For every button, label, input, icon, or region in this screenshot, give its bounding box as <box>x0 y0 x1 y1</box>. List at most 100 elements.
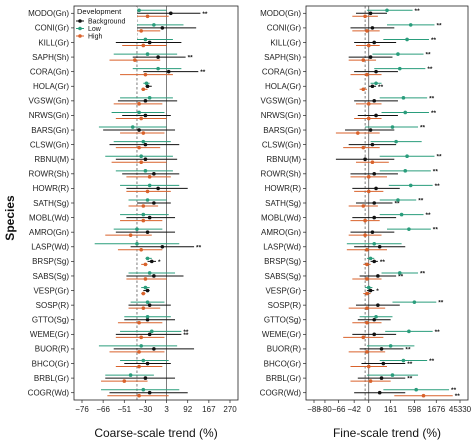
point-estimate <box>143 376 148 380</box>
point-estimate <box>128 233 133 237</box>
point-estimate <box>143 113 148 118</box>
point-estimate <box>141 87 146 92</box>
point-estimate <box>374 81 378 86</box>
point-estimate <box>139 160 143 165</box>
significance-label: ** <box>455 393 461 400</box>
point-estimate <box>145 52 150 56</box>
point-estimate <box>374 113 378 118</box>
point-estimate <box>366 285 371 290</box>
x-tick-label: −30 <box>139 405 153 414</box>
y-tick-label: BRBL(Gr) <box>266 374 301 383</box>
point-estimate <box>372 215 377 220</box>
significance-label: ** <box>431 110 437 117</box>
significance-label: ** <box>438 300 444 307</box>
point-estimate <box>368 288 373 293</box>
point-estimate <box>139 116 143 121</box>
point-estimate <box>141 131 146 135</box>
point-estimate <box>147 40 152 45</box>
x-tick-label: 0 <box>367 405 372 414</box>
y-tick-label: BARS(Gn) <box>31 126 69 135</box>
y-tick-label: MODO(Gn) <box>28 9 69 18</box>
x-tick-label: 167 <box>202 405 216 414</box>
y-tick-label: BRBL(Gr) <box>34 374 69 383</box>
point-estimate <box>141 212 146 217</box>
point-estimate <box>372 241 377 246</box>
point-estimate <box>141 387 146 392</box>
point-estimate <box>366 175 371 179</box>
y-tick-label: GTTO(Sg) <box>264 316 302 325</box>
y-tick-label: WEME(Gr) <box>262 330 301 339</box>
point-estimate <box>396 198 400 202</box>
point-estimate <box>137 364 141 369</box>
y-tick-label: MOBL(Wd) <box>261 213 301 222</box>
y-tick-label: CORA(Gn) <box>30 67 69 76</box>
y-tick-label: CLSW(Gn) <box>30 140 69 149</box>
point-estimate <box>145 84 150 89</box>
point-estimate <box>399 212 404 217</box>
significance-label: ** <box>415 8 421 15</box>
point-estimate <box>156 66 160 71</box>
point-estimate <box>366 189 371 194</box>
significance-label: ** <box>426 52 432 59</box>
point-estimate <box>379 376 384 380</box>
point-estimate <box>145 361 150 366</box>
y-tick-label: AMRO(Gn) <box>261 228 301 237</box>
point-estimate <box>139 29 143 33</box>
point-estimate <box>122 379 127 383</box>
point-estimate <box>377 244 382 249</box>
point-estimate <box>390 125 395 129</box>
significance-label: ** <box>427 66 433 73</box>
significance-label: ** <box>435 329 441 336</box>
point-estimate <box>152 23 156 27</box>
point-estimate <box>374 69 378 74</box>
y-tick-label: MOBL(Wd) <box>29 213 69 222</box>
point-estimate <box>141 204 146 208</box>
point-estimate <box>381 361 386 366</box>
point-estimate <box>379 347 384 351</box>
point-estimate <box>365 29 369 33</box>
point-estimate <box>372 99 377 103</box>
point-estimate <box>366 43 371 48</box>
point-estimate <box>152 347 156 351</box>
panel-coarse: ************* MODO(Gn)CONI(Gr)KILL(Gr)SA… <box>28 5 239 440</box>
point-estimate <box>128 373 133 377</box>
x-tick-label: −80 <box>318 405 332 414</box>
y-tick-label: LASP(Wd) <box>31 243 69 252</box>
y-tick-label: SABS(Sg) <box>33 272 70 281</box>
point-estimate <box>141 43 146 48</box>
y-tick-label: MODO(Gn) <box>260 9 301 18</box>
y-tick-label: HOLA(Gr) <box>33 82 69 91</box>
point-estimate <box>147 96 152 100</box>
y-tick-label: SAPH(Sh) <box>264 53 301 62</box>
point-estimate <box>169 11 173 16</box>
point-estimate <box>394 139 398 144</box>
y-tick-label: RBNU(M) <box>266 155 301 164</box>
y-tick-label: BRSP(Sg) <box>264 257 301 266</box>
x-tick-label: −66 <box>332 405 346 414</box>
point-estimate <box>370 26 375 30</box>
point-estimate <box>145 288 150 293</box>
point-estimate <box>147 271 152 275</box>
point-estimate <box>141 306 146 310</box>
point-estimate <box>143 72 148 77</box>
x-tick-label: 45330 <box>449 405 472 414</box>
point-estimate <box>139 247 143 252</box>
y-tick-label: SOSP(R) <box>36 301 70 310</box>
point-estimate <box>152 274 156 278</box>
significance-label: ** <box>183 329 189 336</box>
significance-label: ** <box>405 346 411 353</box>
point-estimate <box>145 314 150 319</box>
point-estimate <box>361 145 366 150</box>
point-estimate <box>143 285 148 290</box>
point-estimate <box>139 335 143 340</box>
point-estimate <box>145 300 150 304</box>
x-tick-label: −88 <box>307 405 321 414</box>
point-estimate <box>361 87 366 92</box>
y-tick-label: ROWR(Sh) <box>29 170 70 179</box>
point-estimate <box>403 110 408 115</box>
point-estimate <box>149 329 154 334</box>
point-estimate <box>137 320 141 325</box>
point-estimate <box>365 72 369 77</box>
